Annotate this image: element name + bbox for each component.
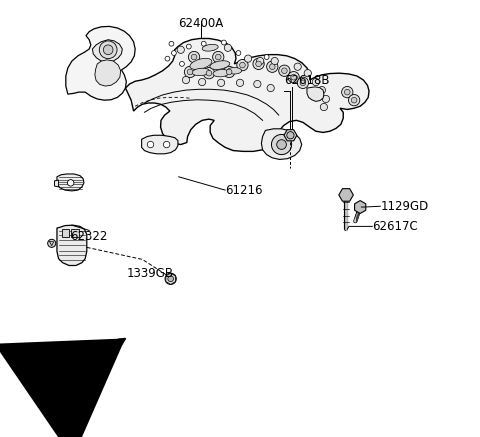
Circle shape: [103, 45, 113, 55]
Ellipse shape: [192, 68, 210, 76]
Polygon shape: [166, 273, 176, 284]
Circle shape: [318, 87, 325, 94]
Circle shape: [199, 78, 206, 86]
Ellipse shape: [202, 45, 218, 51]
Polygon shape: [355, 201, 366, 214]
Circle shape: [236, 79, 244, 87]
Polygon shape: [62, 229, 69, 237]
Ellipse shape: [210, 61, 230, 69]
Polygon shape: [95, 60, 120, 86]
Text: 62322: 62322: [71, 230, 108, 243]
Text: 1129GD: 1129GD: [380, 200, 429, 213]
Circle shape: [253, 58, 264, 69]
Circle shape: [180, 62, 184, 66]
Circle shape: [271, 57, 278, 65]
Circle shape: [187, 69, 193, 75]
Circle shape: [237, 59, 248, 71]
Circle shape: [191, 54, 197, 60]
Circle shape: [294, 63, 301, 70]
Text: FR.: FR.: [66, 349, 94, 364]
Circle shape: [171, 51, 176, 55]
Circle shape: [182, 76, 190, 83]
Circle shape: [312, 78, 320, 86]
Text: 62618B: 62618B: [284, 73, 330, 87]
Circle shape: [276, 140, 287, 149]
Circle shape: [48, 239, 56, 247]
Circle shape: [322, 95, 330, 103]
Circle shape: [342, 87, 353, 98]
Circle shape: [244, 55, 252, 62]
Circle shape: [236, 51, 241, 55]
Circle shape: [169, 42, 174, 46]
Polygon shape: [57, 225, 87, 266]
Circle shape: [186, 44, 191, 49]
Circle shape: [184, 66, 196, 78]
Circle shape: [177, 46, 184, 53]
Circle shape: [206, 70, 212, 76]
Circle shape: [287, 132, 294, 139]
Ellipse shape: [227, 68, 241, 74]
Circle shape: [67, 180, 74, 186]
Circle shape: [201, 42, 206, 46]
Text: 62617C: 62617C: [372, 220, 418, 233]
Circle shape: [99, 41, 117, 59]
Circle shape: [348, 94, 360, 106]
Circle shape: [213, 52, 224, 62]
Polygon shape: [71, 229, 79, 237]
Polygon shape: [125, 38, 369, 151]
Circle shape: [240, 62, 245, 68]
Circle shape: [189, 52, 200, 62]
Circle shape: [217, 79, 225, 87]
Text: 1339GB: 1339GB: [126, 267, 173, 280]
Circle shape: [282, 68, 287, 73]
Circle shape: [165, 56, 170, 61]
Circle shape: [224, 44, 231, 52]
Circle shape: [267, 84, 274, 92]
Circle shape: [256, 61, 262, 67]
Circle shape: [272, 135, 292, 155]
Circle shape: [351, 97, 357, 103]
Polygon shape: [307, 87, 324, 101]
Circle shape: [300, 80, 306, 86]
Circle shape: [266, 61, 278, 73]
Text: 62400A: 62400A: [178, 17, 224, 30]
Circle shape: [254, 80, 261, 88]
Polygon shape: [93, 40, 122, 62]
Circle shape: [304, 69, 312, 77]
Polygon shape: [55, 180, 59, 187]
Circle shape: [163, 141, 170, 148]
Circle shape: [320, 104, 327, 111]
Circle shape: [264, 55, 269, 59]
Circle shape: [226, 69, 232, 75]
Circle shape: [297, 77, 309, 88]
Circle shape: [224, 66, 235, 78]
Polygon shape: [262, 129, 302, 160]
Polygon shape: [339, 189, 353, 201]
Circle shape: [147, 141, 154, 148]
Circle shape: [168, 276, 173, 281]
Circle shape: [269, 64, 275, 69]
Circle shape: [216, 54, 221, 60]
Circle shape: [345, 89, 350, 95]
Circle shape: [279, 65, 290, 76]
Circle shape: [256, 57, 264, 65]
Polygon shape: [284, 130, 297, 141]
Circle shape: [165, 273, 176, 284]
Circle shape: [204, 68, 215, 79]
Polygon shape: [57, 174, 84, 191]
Circle shape: [211, 45, 216, 50]
Circle shape: [221, 40, 226, 45]
Polygon shape: [142, 135, 178, 154]
Polygon shape: [66, 26, 135, 100]
Ellipse shape: [213, 69, 229, 77]
Circle shape: [291, 74, 297, 80]
Ellipse shape: [190, 59, 212, 69]
Circle shape: [288, 72, 300, 83]
Text: 61216: 61216: [225, 184, 263, 197]
